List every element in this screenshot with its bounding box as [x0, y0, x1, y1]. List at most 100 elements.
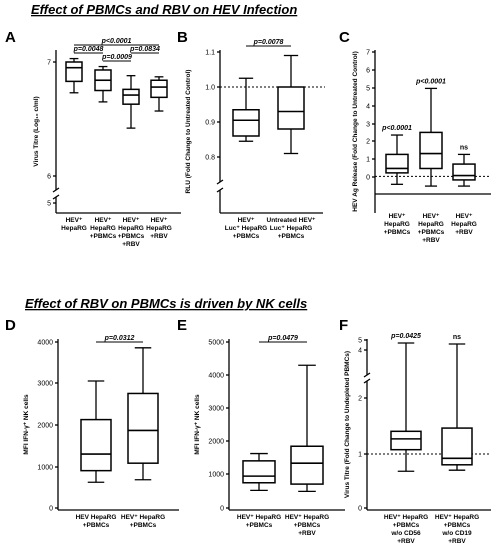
y-tick-label: 3000: [37, 381, 53, 388]
category-label: HEV HepaRG: [76, 514, 117, 521]
box-iqr: [277, 86, 305, 130]
axis-break-mark: [52, 187, 60, 193]
y-axis-label: MFI IFN-γ⁺ NK cells: [23, 394, 30, 455]
category-label: HepaRG: [61, 225, 87, 232]
y-tick-label: 2000: [208, 439, 224, 446]
box-iqr: [232, 109, 260, 137]
category-label: HEV⁺: [238, 217, 255, 224]
box-iqr: [150, 79, 168, 99]
category-label: +PBMCs: [118, 233, 145, 240]
box-iqr: [122, 88, 140, 105]
p-value-label: p=0.0312: [104, 335, 135, 342]
category-label: HEV⁺ HepaRG: [237, 514, 281, 521]
y-tick-label: 6: [47, 174, 51, 181]
y-axis-label: HEV Ag Release (Fold Change to Untreated…: [352, 51, 359, 211]
p-value-label: p=0.0048: [73, 46, 104, 53]
category-label: +PBMCs: [294, 522, 321, 529]
box-1: HEV HepaRG+PBMCs: [76, 380, 117, 529]
p-value-label: p=0.0479: [267, 335, 298, 342]
box-2: HEV⁺HepaRG+PBMCs: [90, 65, 117, 240]
category-label: +PBMCs: [393, 522, 420, 529]
box-iqr: [419, 131, 443, 170]
category-label: HepaRG: [118, 225, 144, 232]
axis-break-mark: [216, 187, 224, 193]
panel-c: C 7 6 5 4 3 2 1 0 HEV Ag Release (Fold Change to …: [339, 29, 491, 244]
y-tick-label: 1: [366, 157, 370, 164]
panel-label: A: [5, 29, 16, 46]
y-axis-label: Virus Titre (Log₁₀ c/ml): [33, 96, 40, 166]
panel-label: D: [5, 317, 16, 334]
category-label: HEV⁺ HepaRG: [384, 514, 428, 521]
box-2: HEV⁺HepaRG+PBMCs+RBV: [418, 87, 445, 244]
box-1: HEV⁺HepaRG: [61, 57, 87, 232]
y-axis-label: Virus Titre (Fold Change to Undepleted P…: [344, 351, 351, 498]
category-label: w/o CD19: [441, 530, 472, 537]
y-tick-label: 4000: [208, 373, 224, 380]
box-iqr: [441, 427, 473, 466]
y-tick-label: 2000: [37, 423, 53, 430]
y-tick-label: 3000: [208, 406, 224, 413]
y-tick-label: 4000: [37, 340, 53, 347]
box-2: HEV⁺ HepaRG+PBMCs: [121, 347, 165, 529]
y-tick-label: 4: [358, 348, 362, 355]
category-label: Luc⁺ HepaRG: [270, 225, 312, 232]
category-label: +RBV: [397, 538, 415, 545]
section-title-2: Effect of RBV on PBMCs is driven by NK c…: [25, 296, 307, 311]
y-tick-label: 5: [358, 338, 362, 345]
category-label: +RBV: [122, 241, 140, 248]
category-label: HEV⁺: [423, 213, 440, 220]
y-tick-label: 5: [47, 201, 51, 208]
category-label: HepaRG: [451, 221, 477, 228]
p-value-label: p<0.0001: [381, 125, 412, 132]
box-iqr: [385, 153, 409, 174]
y-tick-label: 1.0: [205, 85, 215, 92]
y-axis-label: MFI IFN-γ⁺ NK cells: [194, 394, 201, 455]
box-iqr: [65, 61, 83, 83]
axis-break-mark: [363, 378, 371, 384]
p-value-label: p<0.0001: [415, 78, 446, 85]
category-label: +RBV: [455, 229, 473, 236]
box-iqr: [80, 418, 112, 472]
category-label: +PBMCs: [384, 229, 411, 236]
y-tick-label: 1000: [37, 465, 53, 472]
category-label: w/o CD56: [390, 530, 421, 537]
category-label: +PBMCs: [130, 522, 157, 529]
y-axis-label: RLU (Fold Change to Untreated Control): [185, 70, 192, 194]
category-label: +PBMCs: [83, 522, 110, 529]
panel-label: B: [177, 29, 188, 46]
panel-f: F 5 4 2 1 0 Virus Titre (Fold Change to Undepl…: [339, 317, 491, 545]
category-label: +RBV: [422, 237, 440, 244]
box-3: HEV⁺HepaRG+PBMCs+RBV: [118, 75, 145, 248]
category-label: +PBMCs: [444, 522, 471, 529]
panel-b: B 1.1 1.0 0.9 0.8 RLU (Fold Change to Untreat…: [177, 29, 325, 240]
box-2: HEV⁺ HepaRG+PBMCs+RBV: [285, 364, 329, 537]
y-tick-label: 2: [366, 139, 370, 146]
p-value-label: p=0.0009: [101, 54, 132, 61]
section-title-1: Effect of PBMCs and RBV on HEV Infection: [31, 2, 297, 17]
p-value-label: p<0.0001: [101, 38, 132, 45]
annotation-ns: ns: [453, 334, 461, 341]
box-3: HEV⁺HepaRG+RBV: [451, 153, 477, 236]
category-label: HEV⁺: [456, 213, 473, 220]
category-label: HEV⁺ HepaRG: [435, 514, 479, 521]
panel-label: E: [177, 317, 187, 334]
axis-break-mark: [52, 194, 60, 200]
box-iqr: [242, 460, 276, 484]
y-tick-label: 6: [366, 68, 370, 75]
panel-label: F: [339, 317, 348, 334]
category-label: HEV⁺ HepaRG: [285, 514, 329, 521]
annotation-ns: ns: [460, 144, 468, 151]
p-value-label: p=0.0425: [390, 333, 421, 340]
y-tick-label: 2: [358, 396, 362, 403]
y-tick-label: 0: [358, 506, 362, 513]
category-label: HepaRG: [146, 225, 172, 232]
y-tick-label: 7: [366, 50, 370, 57]
category-label: +PBMCs: [418, 229, 445, 236]
box-1: HEV⁺HepaRG+PBMCs: [384, 134, 411, 236]
category-label: HEV⁺: [151, 217, 168, 224]
category-label: HEV⁺: [95, 217, 112, 224]
